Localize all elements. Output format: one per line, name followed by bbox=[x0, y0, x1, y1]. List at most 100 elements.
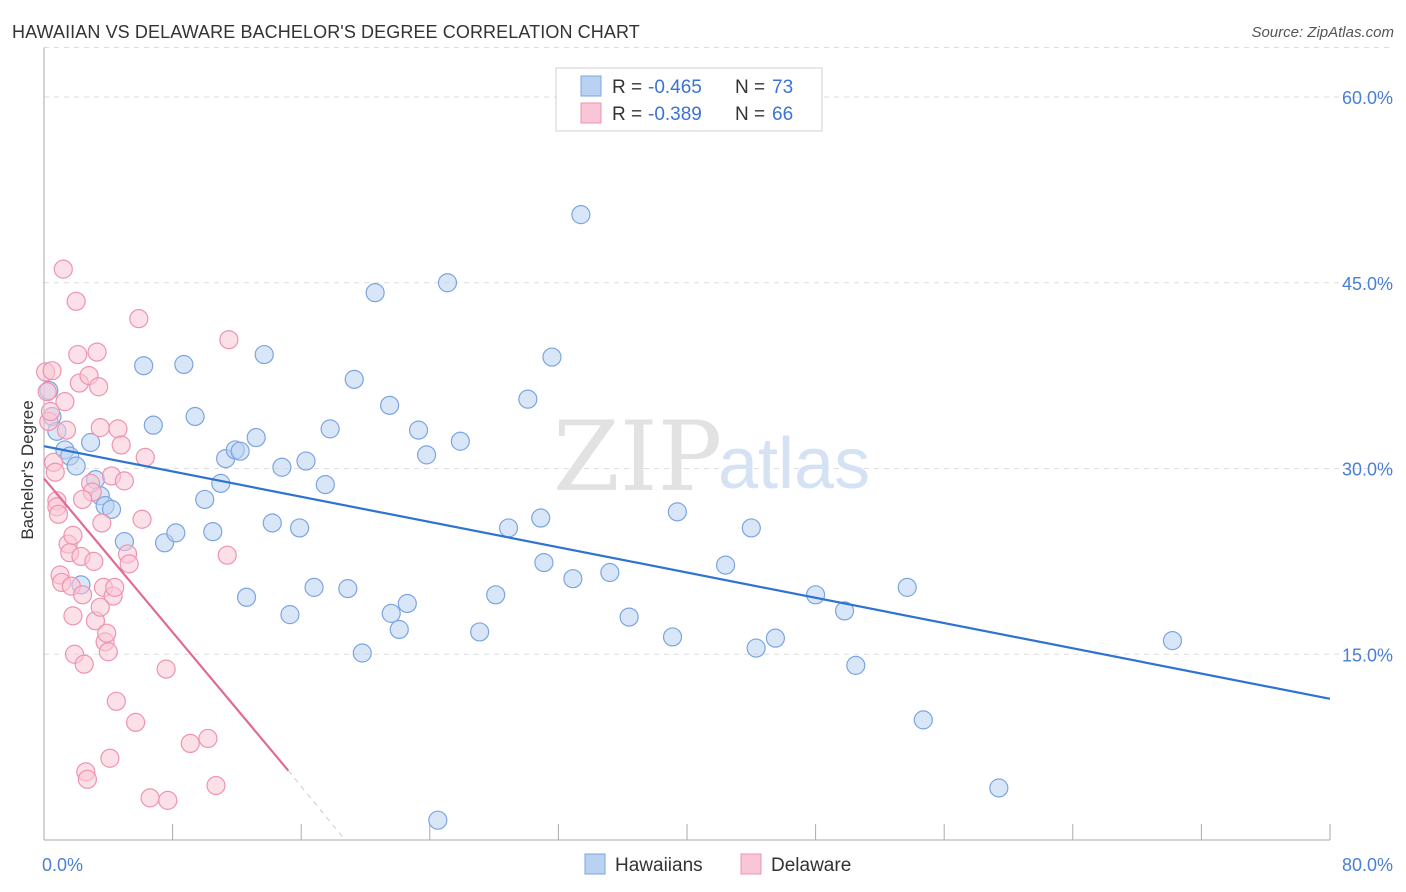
delaware-point-13 bbox=[55, 392, 75, 412]
hawaiians-point-40 bbox=[380, 395, 400, 415]
hawaiians-point-56 bbox=[571, 205, 591, 225]
delaware-point-12 bbox=[53, 259, 73, 279]
hawaiians-point-57 bbox=[600, 562, 620, 583]
hawaiians-point-36 bbox=[338, 579, 358, 599]
delaware-point-47 bbox=[111, 435, 131, 455]
delaware-point-45 bbox=[106, 691, 126, 711]
legend-swatch-hawaiians bbox=[580, 75, 602, 97]
hawaiians-point-13 bbox=[134, 356, 154, 376]
delaware-point-52 bbox=[129, 309, 149, 329]
delaware-point-60 bbox=[206, 775, 226, 796]
delaware-point-20 bbox=[66, 291, 86, 311]
hawaiians-point-33 bbox=[304, 577, 324, 597]
hawaiians-point-67 bbox=[846, 655, 866, 675]
delaware-point-58 bbox=[180, 733, 200, 754]
delaware-point-41 bbox=[100, 748, 120, 768]
hawaiians-point-71 bbox=[1162, 631, 1183, 651]
delaware-point-46 bbox=[108, 419, 128, 439]
hawaiians-point-58 bbox=[619, 607, 639, 627]
delaware-point-65 bbox=[72, 489, 93, 510]
delaware-point-35 bbox=[90, 418, 110, 438]
delaware-point-18 bbox=[63, 606, 83, 626]
delaware-point-14 bbox=[56, 420, 77, 440]
delaware-point-51 bbox=[126, 712, 146, 732]
delaware-point-44 bbox=[105, 577, 125, 597]
series-legend: Hawaiians Delaware bbox=[584, 853, 851, 876]
hawaiians-point-69 bbox=[913, 710, 933, 730]
hawaiians-point-35 bbox=[320, 419, 340, 439]
legend-bottom-swatch-delaware bbox=[740, 853, 762, 875]
hawaiians-point-21 bbox=[211, 473, 231, 493]
delaware-point-39 bbox=[97, 623, 117, 643]
delaware-point-36 bbox=[92, 513, 112, 533]
hawaiians-point-70 bbox=[989, 778, 1009, 798]
watermark: ZIP atlas bbox=[553, 401, 870, 513]
legend-bottom-delaware: Delaware bbox=[771, 855, 851, 876]
legend-n-label-2: N = bbox=[735, 104, 765, 125]
hawaiians-point-14 bbox=[143, 415, 163, 435]
y-axis-label: Bachelor's Degree bbox=[18, 400, 37, 539]
hawaiians-point-32 bbox=[296, 451, 316, 471]
hawaiians-point-52 bbox=[531, 508, 551, 528]
legend-swatch-delaware bbox=[580, 102, 602, 124]
watermark-atlas: atlas bbox=[718, 424, 870, 504]
chart-title: HAWAIIAN VS DELAWARE BACHELOR'S DEGREE C… bbox=[12, 22, 640, 42]
hawaiians-point-68 bbox=[897, 577, 917, 597]
hawaiians-point-38 bbox=[352, 643, 372, 663]
delaware-point-57 bbox=[158, 790, 178, 810]
delaware-point-33 bbox=[87, 342, 107, 362]
trend-lines bbox=[43, 445, 1331, 838]
delaware-point-1 bbox=[37, 382, 57, 402]
delaware-point-55 bbox=[140, 788, 160, 808]
y-tick-label-1: 30.0% bbox=[1342, 460, 1393, 480]
hawaiians-point-44 bbox=[408, 420, 429, 440]
chart-source: Source: ZipAtlas.com bbox=[1251, 24, 1394, 41]
hawaiians-point-45 bbox=[416, 445, 437, 465]
hawaiians-point-66 bbox=[834, 601, 855, 621]
hawaiians-point-39 bbox=[365, 283, 385, 303]
hawaiians-point-43 bbox=[397, 593, 417, 614]
hawaiians-point-25 bbox=[236, 587, 257, 607]
hawaiians-point-54 bbox=[542, 347, 562, 367]
delaware-point-62 bbox=[219, 330, 239, 350]
hawaiians-point-62 bbox=[741, 518, 761, 538]
legend-r-label-2: R = bbox=[612, 104, 642, 125]
legend-bottom-swatch-hawaiians bbox=[584, 853, 606, 875]
delaware-point-6 bbox=[45, 462, 65, 482]
hawaiians-point-34 bbox=[315, 474, 335, 495]
hawaiians-point-55 bbox=[563, 569, 583, 589]
y-tick-label-2: 45.0% bbox=[1342, 274, 1393, 294]
hawaiians-point-24 bbox=[230, 441, 250, 461]
delaware-point-64 bbox=[63, 525, 83, 545]
hawaiians-point-19 bbox=[195, 489, 215, 510]
correlation-legend: R = -0.465 N = 73 R = -0.389 N = 66 bbox=[555, 67, 823, 132]
delaware-point-61 bbox=[217, 545, 237, 565]
hawaiians-point-41 bbox=[381, 603, 401, 623]
legend-n-label-1: N = bbox=[735, 77, 765, 98]
delaware-point-34 bbox=[89, 377, 109, 397]
hawaiians-point-27 bbox=[254, 344, 274, 365]
hawaiians-point-50 bbox=[498, 518, 519, 538]
hawaiians-point-30 bbox=[280, 605, 300, 625]
y-tick-label-3: 60.0% bbox=[1342, 88, 1393, 108]
hawaiians-point-29 bbox=[272, 457, 292, 477]
hawaiians-point-20 bbox=[203, 522, 223, 542]
tick-labels: 15.0% 30.0% 45.0% 60.0% 0.0% 80.0% bbox=[42, 88, 1393, 875]
delaware-points bbox=[36, 259, 239, 810]
delaware-point-63 bbox=[90, 597, 110, 617]
hawaiians-point-5 bbox=[66, 456, 86, 476]
hawaiians-point-46 bbox=[437, 273, 458, 293]
hawaiians-point-28 bbox=[262, 513, 282, 533]
legend-bottom-hawaiians: Hawaiians bbox=[615, 855, 703, 876]
hawaiians-point-53 bbox=[534, 553, 554, 573]
delaware-point-48 bbox=[114, 471, 134, 491]
hawaiians-point-37 bbox=[344, 369, 364, 389]
hawaiians-point-61 bbox=[715, 555, 736, 575]
legend-n-value-2: 66 bbox=[772, 104, 793, 125]
x-tick-label-max: 80.0% bbox=[1342, 855, 1393, 875]
delaware-point-53 bbox=[132, 509, 152, 529]
hawaiians-point-59 bbox=[662, 627, 683, 647]
hawaiians-point-63 bbox=[746, 638, 766, 658]
hawaiians-point-64 bbox=[765, 628, 786, 648]
